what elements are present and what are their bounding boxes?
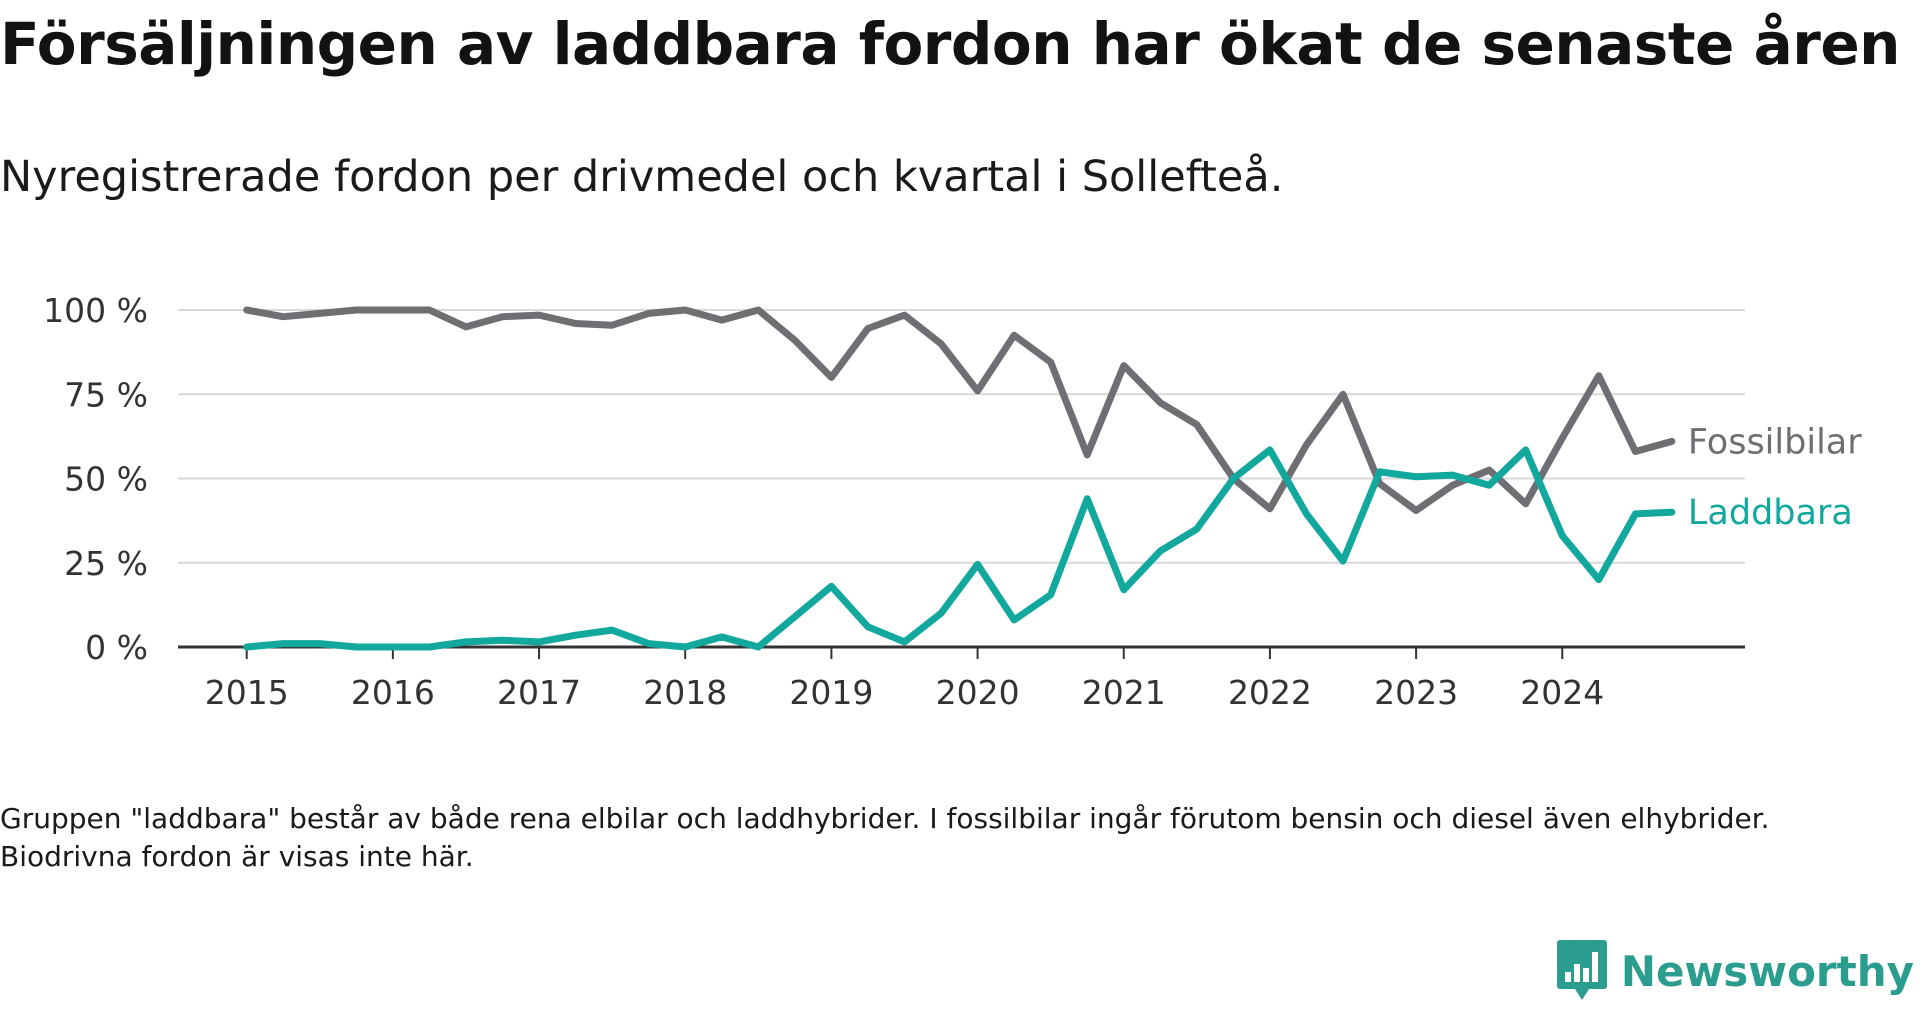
x-tick-label: 2020 xyxy=(936,673,1020,712)
chart-footnote: Gruppen "laddbara" består av både rena e… xyxy=(0,802,1770,873)
y-tick-label: 50 % xyxy=(64,460,148,499)
brand-name: Newsworthy xyxy=(1620,946,1914,996)
newsworthy-logo-icon xyxy=(1556,940,1607,1000)
series-label-fossilbilar: Fossilbilar xyxy=(1688,422,1862,462)
x-tick-label: 2024 xyxy=(1520,673,1604,712)
y-tick-label: 75 % xyxy=(64,375,148,414)
x-tick-label: 2023 xyxy=(1374,673,1458,712)
series-line-fossilbilar xyxy=(243,306,1676,514)
x-tick-label: 2019 xyxy=(789,673,873,712)
line-chart: 0 % 25 % 50 % 75 % 100 % 2015 2016 2017 2018 2019… xyxy=(43,291,1862,712)
series-line-laddbara xyxy=(243,446,1676,651)
y-tick-label: 0 % xyxy=(85,628,148,667)
brand: Newsworthy xyxy=(1556,940,1914,1002)
chart-subtitle: Nyregistrerade fordon per drivmedel och … xyxy=(0,152,1284,202)
chart-title: Försäljningen av laddbara fordon har öka… xyxy=(0,10,1900,78)
series-label-laddbara: Laddbara xyxy=(1688,493,1853,533)
x-tick-label: 2022 xyxy=(1228,673,1312,712)
x-tick-label: 2018 xyxy=(643,673,727,712)
x-tick-label: 2021 xyxy=(1082,673,1166,712)
x-tick-label: 2017 xyxy=(497,673,581,712)
y-tick-label: 25 % xyxy=(64,544,148,583)
x-tick-label: 2016 xyxy=(351,673,435,712)
y-tick-label: 100 % xyxy=(43,291,148,330)
x-tick-label: 2015 xyxy=(205,673,289,712)
